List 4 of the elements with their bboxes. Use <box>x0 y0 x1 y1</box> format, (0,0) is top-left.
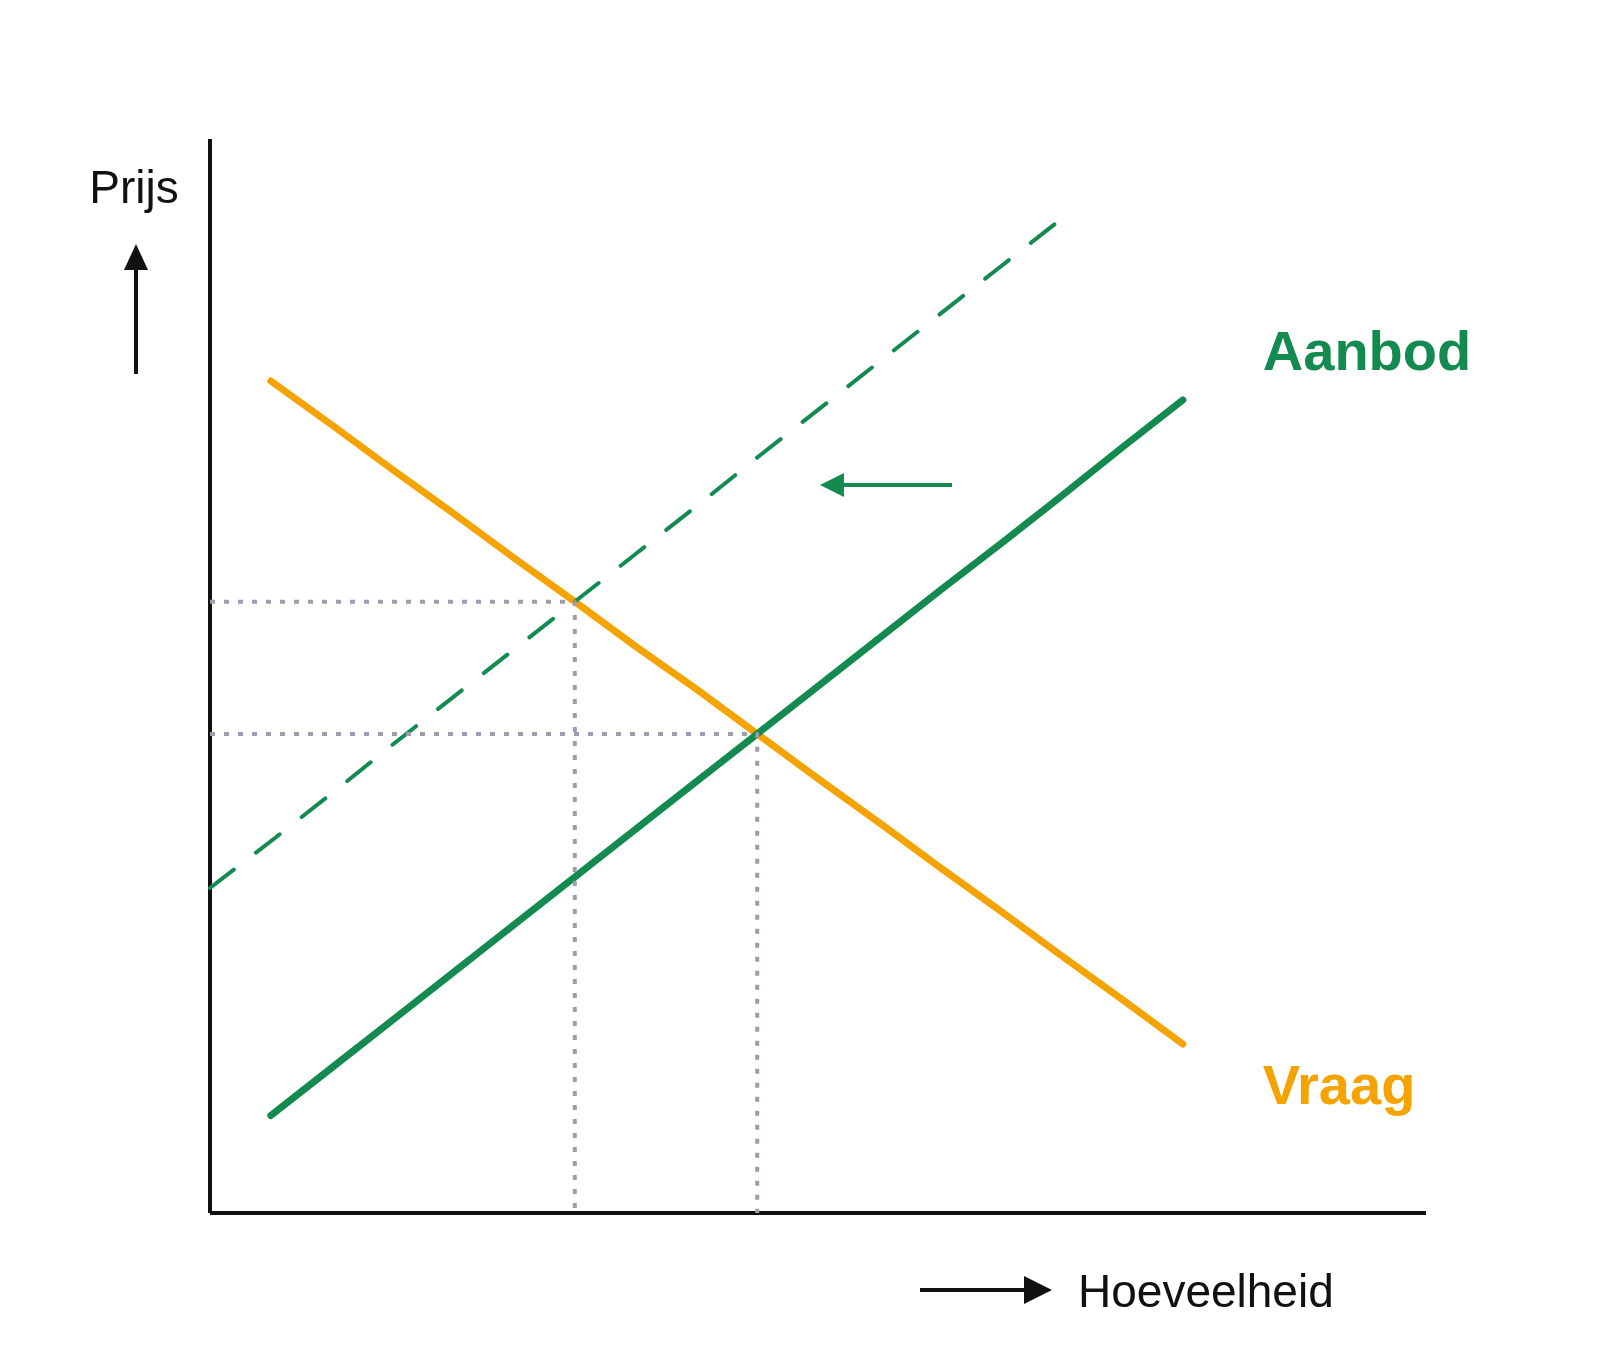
series-label: Aanbod <box>1262 318 1472 382</box>
y-axis-title: Prijs <box>89 161 179 213</box>
x-axis-title: Hoeveelheid <box>1078 1265 1334 1317</box>
series-label: Vraag <box>1262 1053 1416 1117</box>
